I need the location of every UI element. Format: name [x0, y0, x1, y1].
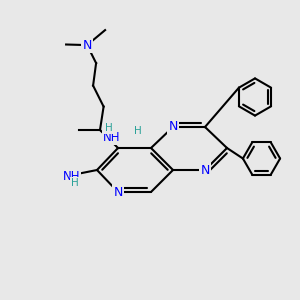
- Text: N: N: [168, 121, 178, 134]
- Text: H: H: [134, 127, 141, 136]
- Text: N: N: [82, 39, 92, 52]
- Text: NH: NH: [103, 131, 121, 144]
- Text: N: N: [113, 185, 123, 199]
- Text: H: H: [70, 178, 78, 188]
- Text: H: H: [104, 123, 112, 133]
- Text: N: N: [200, 164, 210, 176]
- Text: NH: NH: [63, 169, 80, 182]
